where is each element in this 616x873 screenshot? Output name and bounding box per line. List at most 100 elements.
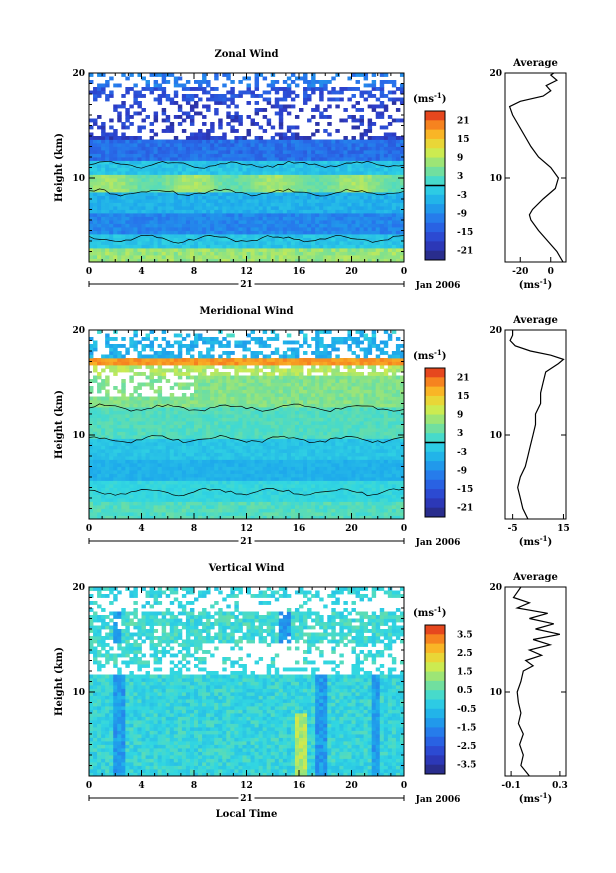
- heatmap-cell: [109, 477, 114, 481]
- heatmap-cell: [157, 354, 163, 359]
- heatmap-cell: [363, 220, 369, 224]
- heatmap-cell: [189, 365, 195, 369]
- heatmap-cell: [242, 202, 247, 207]
- heatmap-cell: [137, 73, 142, 77]
- heatmap-cell: [379, 185, 385, 189]
- heatmap-cell: [117, 178, 122, 182]
- heatmap-cell: [101, 244, 106, 249]
- heatmap-cell: [141, 118, 146, 123]
- heatmap-cell: [177, 431, 183, 436]
- heatmap-cell: [198, 410, 203, 415]
- heatmap-cell: [250, 139, 255, 144]
- heatmap-cell: [181, 174, 187, 179]
- heatmap-cell: [363, 258, 369, 263]
- average-x-tick-label: 0: [548, 267, 554, 277]
- heatmap-cell: [214, 146, 219, 151]
- heatmap-cell: [105, 157, 110, 161]
- heatmap-cell: [270, 248, 276, 252]
- heatmap-cell: [214, 438, 219, 443]
- heatmap-cell: [194, 87, 199, 91]
- heatmap-cell: [133, 484, 138, 488]
- heatmap-cell: [218, 449, 223, 453]
- heatmap-cell: [258, 251, 264, 256]
- heatmap-cell: [93, 122, 98, 126]
- heatmap-cell: [307, 153, 312, 158]
- heatmap-cell: [141, 466, 146, 471]
- heatmap-cell: [282, 94, 288, 98]
- heatmap-cell: [363, 174, 369, 179]
- heatmap-cell: [177, 372, 183, 376]
- heatmap-cell: [149, 167, 155, 172]
- heatmap-cell: [222, 174, 227, 179]
- heatmap-cell: [307, 181, 312, 186]
- heatmap-cell: [125, 199, 130, 203]
- heatmap-cell: [133, 407, 138, 411]
- heatmap-cell: [161, 351, 167, 355]
- heatmap-cell: [161, 354, 167, 359]
- heatmap-cell: [323, 164, 328, 168]
- heatmap-cell: [97, 230, 102, 235]
- heatmap-cell: [137, 104, 142, 109]
- heatmap-cell: [331, 237, 336, 242]
- heatmap-cell: [339, 258, 344, 263]
- heatmap-cell: [202, 382, 207, 387]
- heatmap-cell: [113, 431, 118, 436]
- heatmap-cell: [121, 195, 126, 200]
- heatmap-cell: [359, 223, 365, 228]
- heatmap-cell: [270, 195, 276, 200]
- heatmap-cell: [242, 248, 247, 252]
- heatmap-cell: [266, 244, 272, 249]
- heatmap-cell: [210, 498, 215, 502]
- heatmap-cell: [141, 241, 146, 245]
- heatmap-cell: [149, 386, 155, 390]
- heatmap-cell: [339, 118, 344, 123]
- x-tick-label: 8: [191, 267, 197, 277]
- heatmap-cell: [210, 153, 215, 158]
- heatmap-cell: [101, 487, 106, 492]
- heatmap-cell: [173, 459, 179, 464]
- heatmap-cell: [185, 508, 191, 513]
- heatmap-cell: [149, 491, 155, 495]
- heatmap-cell: [355, 206, 360, 210]
- heatmap-cell: [202, 171, 207, 175]
- heatmap-cell: [101, 171, 106, 175]
- heatmap-cell: [113, 368, 118, 373]
- heatmap-cell: [141, 157, 146, 161]
- heatmap-cell: [89, 407, 94, 411]
- heatmap-cell: [89, 421, 94, 425]
- heatmap-cell: [145, 146, 150, 151]
- heatmap-cell: [210, 445, 215, 450]
- heatmap-cell: [395, 143, 401, 147]
- heatmap-cell: [194, 244, 199, 249]
- heatmap-cell: [117, 498, 122, 502]
- heatmap-cell: [379, 157, 385, 161]
- heatmap-cell: [149, 498, 155, 502]
- heatmap-cell: [258, 178, 264, 182]
- heatmap-cell: [93, 209, 98, 214]
- heatmap-cell: [185, 164, 191, 168]
- heatmap-cell: [282, 181, 288, 186]
- heatmap-cell: [181, 456, 187, 460]
- heatmap-cell: [198, 505, 203, 509]
- heatmap-cell: [177, 505, 183, 509]
- heatmap-cell: [117, 344, 122, 348]
- heatmap-cell: [282, 248, 288, 252]
- heatmap-cell: [254, 111, 260, 116]
- heatmap-cell: [335, 181, 340, 186]
- heatmap-cell: [266, 83, 272, 88]
- heatmap-cell: [153, 501, 159, 506]
- heatmap-cell: [173, 473, 179, 478]
- heatmap-cell: [331, 223, 336, 228]
- heatmap-cell: [129, 223, 134, 228]
- heatmap-cell: [359, 150, 365, 154]
- heatmap-cell: [274, 164, 280, 168]
- heatmap-cell: [294, 136, 300, 140]
- heatmap-cell: [194, 192, 199, 196]
- heatmap-cell: [210, 185, 215, 189]
- heatmap-cell: [379, 87, 385, 91]
- heatmap-cell: [198, 375, 203, 380]
- heatmap-cell: [278, 108, 284, 112]
- heatmap-cell: [149, 445, 155, 450]
- heatmap-cell: [117, 445, 122, 450]
- heatmap-cell: [371, 206, 377, 210]
